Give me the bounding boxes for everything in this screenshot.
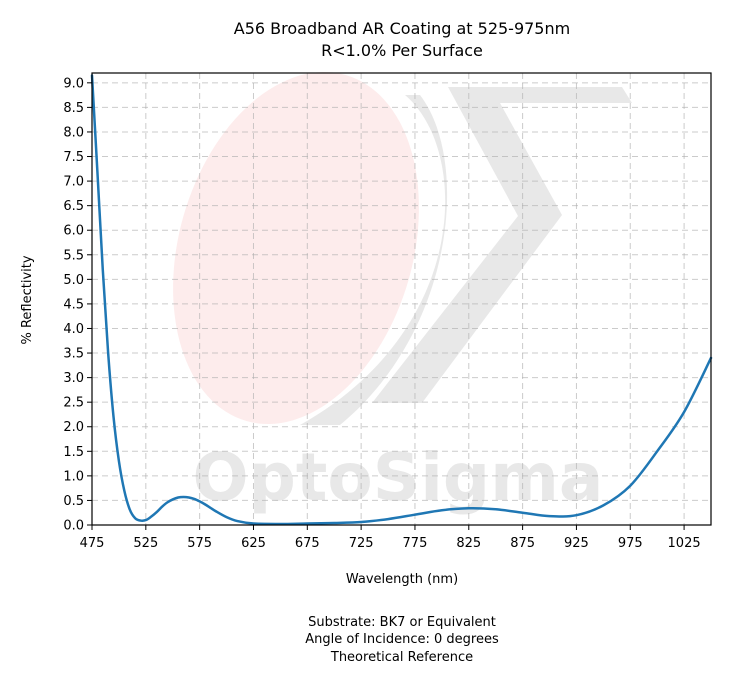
x-tick-label: 475	[80, 536, 105, 551]
note-angle: Angle of Incidence: 0 degrees	[305, 632, 499, 647]
x-tick-label: 575	[187, 536, 212, 551]
y-axis-label: % Reflectivity	[20, 255, 35, 344]
chart-title-line-1: A56 Broadband AR Coating at 525-975nm	[234, 19, 570, 38]
y-tick-label: 5.5	[63, 248, 84, 263]
y-tick-label: 0.0	[63, 519, 84, 534]
note-reference: Theoretical Reference	[330, 650, 473, 665]
x-tick-label: 525	[133, 536, 158, 551]
reflectivity-series-line	[90, 74, 713, 526]
y-tick-label: 4.5	[63, 297, 84, 312]
x-tick-label: 1025	[668, 536, 701, 551]
y-tick-label: 6.0	[63, 224, 84, 239]
y-tick-label: 5.0	[63, 273, 84, 288]
y-tick-label: 1.5	[63, 445, 84, 460]
y-tick-label: 1.0	[63, 469, 84, 484]
y-tick-label: 4.0	[63, 322, 84, 337]
watermark-pink-ellipse	[173, 71, 419, 425]
y-tick-label: 7.5	[63, 150, 84, 165]
x-tick-label: 625	[241, 536, 266, 551]
watermark-dark-crescent	[300, 95, 448, 425]
y-tick-label: 3.0	[63, 371, 84, 386]
x-tick-label: 975	[618, 536, 643, 551]
y-tick-label: 0.5	[63, 494, 84, 509]
y-tick-label: 3.5	[63, 347, 84, 362]
y-tick-label: 2.5	[63, 396, 84, 411]
x-tick-label: 925	[564, 536, 589, 551]
y-tick-label: 8.0	[63, 125, 84, 140]
watermark-text: OptoSigma	[193, 439, 604, 516]
y-tick-label: 9.0	[63, 76, 84, 91]
y-axis-ticks: 0.0 0.5 1.0 1.5 2.0 2.5 3.0 3.5 4.0 4.5 5.0 5.5 6.0 6…	[63, 76, 92, 534]
y-tick-label: 8.5	[63, 101, 84, 116]
x-axis-ticks: 475 525 575 625 675 725 775 825 875 925 975 1025	[80, 525, 701, 551]
y-tick-label: 2.0	[63, 420, 84, 435]
y-tick-label: 6.5	[63, 199, 84, 214]
plot-frame	[91, 72, 712, 526]
note-substrate: Substrate: BK7 or Equivalent	[308, 615, 496, 630]
chart-title-line-2: R<1.0% Per Surface	[321, 41, 483, 60]
x-tick-label: 875	[510, 536, 535, 551]
x-tick-label: 725	[349, 536, 374, 551]
x-axis-label: Wavelength (nm)	[346, 572, 458, 587]
watermark-sigma-shape	[372, 87, 632, 403]
y-tick-label: 7.0	[63, 175, 84, 190]
watermark-logo: OptoSigma	[173, 71, 632, 516]
x-tick-label: 675	[295, 536, 320, 551]
x-tick-label: 775	[403, 536, 428, 551]
x-tick-label: 825	[456, 536, 481, 551]
